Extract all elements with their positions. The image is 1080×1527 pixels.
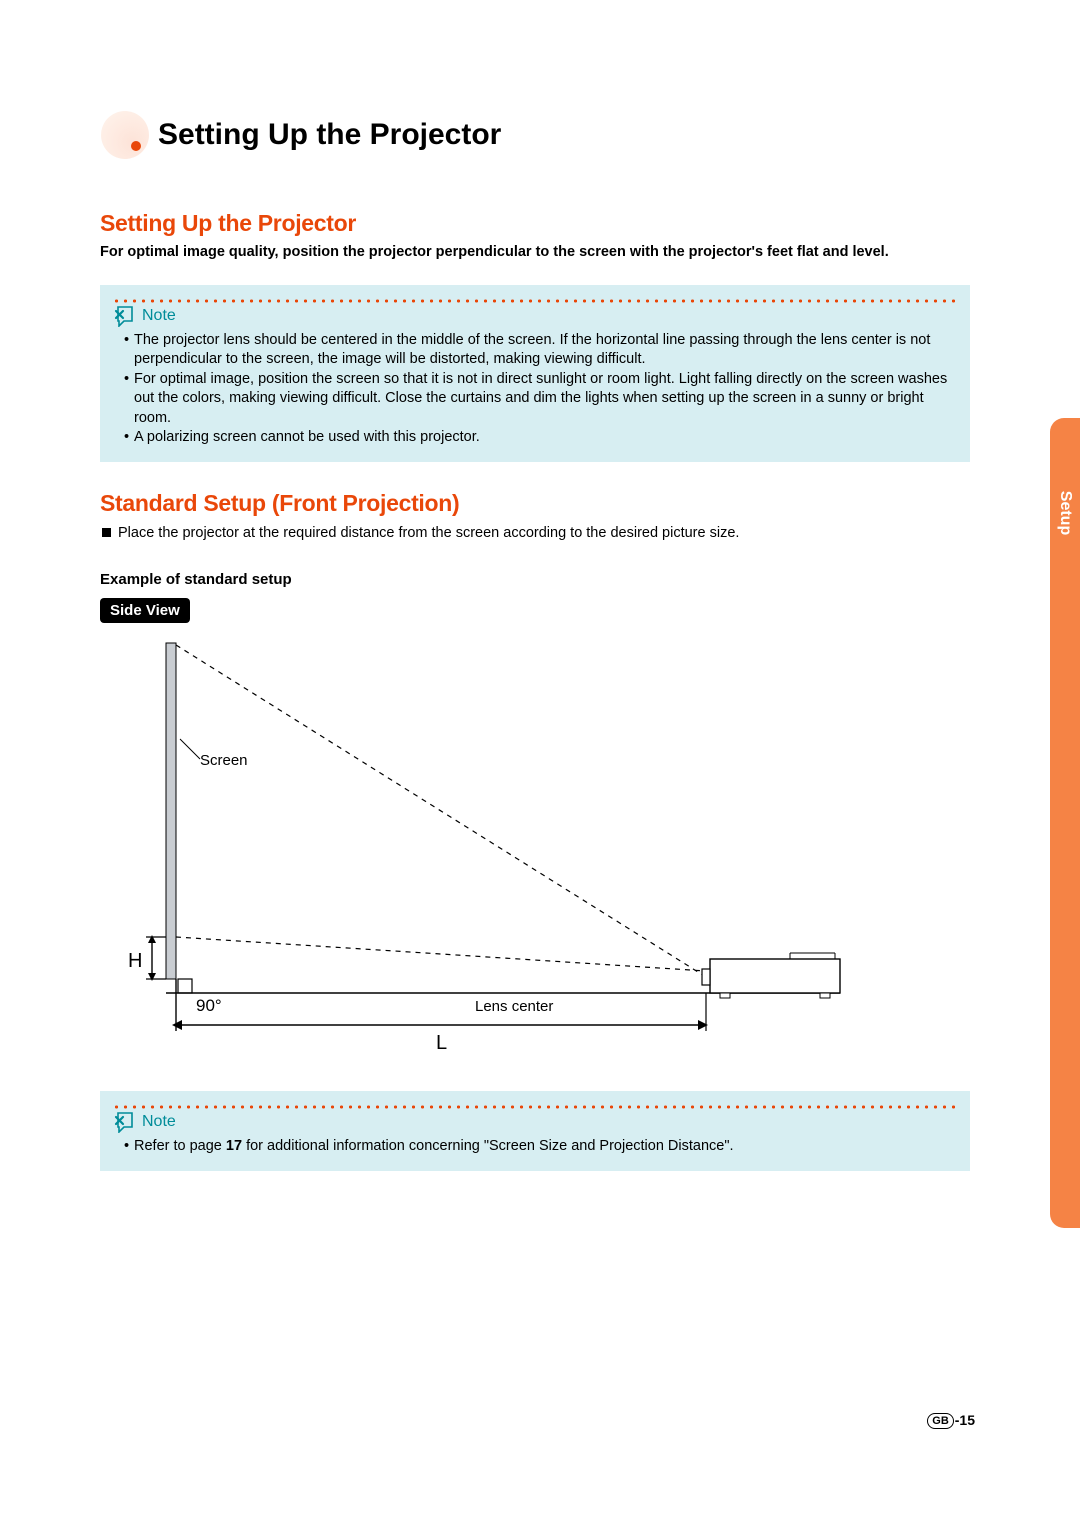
section1-heading: Setting Up the Projector bbox=[100, 210, 970, 237]
note-divider bbox=[112, 295, 958, 303]
note2-text-post: for additional information concerning "S… bbox=[242, 1138, 733, 1154]
note-label: Note bbox=[142, 1113, 176, 1131]
diagram-label-angle: 90° bbox=[196, 996, 222, 1015]
note1-item: The projector lens should be centered in… bbox=[124, 331, 956, 370]
diagram-label-screen: Screen bbox=[200, 752, 248, 769]
note1-item: A polarizing screen cannot be used with … bbox=[124, 428, 956, 448]
page-region-badge: GB bbox=[927, 1413, 954, 1429]
note-label: Note bbox=[142, 307, 176, 325]
section-tab-label: Setup bbox=[1056, 491, 1074, 535]
note2-text-pre: Refer to page bbox=[134, 1138, 226, 1154]
page-content: Setting Up the Projector Setting Up the … bbox=[100, 110, 970, 1171]
diagram-label-L: L bbox=[436, 1032, 447, 1054]
note-header: Note bbox=[114, 305, 956, 327]
note-divider bbox=[112, 1101, 958, 1109]
note-icon bbox=[114, 305, 136, 327]
page-title: Setting Up the Projector bbox=[158, 118, 501, 152]
note2-page-ref: 17 bbox=[226, 1138, 242, 1154]
note2-list: Refer to page 17 for additional informat… bbox=[114, 1137, 956, 1157]
sideview-badge: Side View bbox=[100, 598, 190, 623]
title-bullet-icon bbox=[100, 110, 150, 160]
diagram-label-lens: Lens center bbox=[475, 998, 553, 1015]
page-number: GB-15 bbox=[927, 1412, 975, 1429]
note1-list: The projector lens should be centered in… bbox=[114, 331, 956, 448]
note1-item: For optimal image, position the screen s… bbox=[124, 370, 956, 429]
section2-heading: Standard Setup (Front Projection) bbox=[100, 490, 970, 517]
section2-bullet: Place the projector at the required dist… bbox=[100, 523, 970, 543]
diagram-label-H: H bbox=[128, 950, 142, 972]
note-box-2: Note Refer to page 17 for additional inf… bbox=[100, 1091, 970, 1171]
section1-intro: For optimal image quality, position the … bbox=[100, 243, 970, 263]
section-tab: Setup bbox=[1050, 418, 1080, 1228]
example-title: Example of standard setup bbox=[100, 571, 970, 588]
note2-item: Refer to page 17 for additional informat… bbox=[124, 1137, 956, 1157]
note-icon bbox=[114, 1111, 136, 1133]
page-number-value: -15 bbox=[955, 1412, 975, 1428]
page-title-row: Setting Up the Projector bbox=[100, 110, 970, 160]
note-header: Note bbox=[114, 1111, 956, 1133]
note-box-1: Note The projector lens should be center… bbox=[100, 285, 970, 462]
setup-diagram: Screen H 90° Lens center L bbox=[100, 631, 860, 1071]
